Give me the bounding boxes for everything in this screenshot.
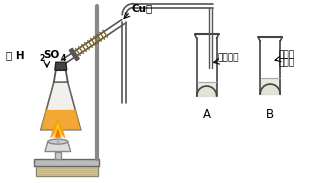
FancyBboxPatch shape: [34, 159, 99, 166]
Text: 浓 H: 浓 H: [6, 50, 25, 60]
Text: 品红溶液: 品红溶液: [217, 54, 239, 63]
Polygon shape: [56, 130, 60, 138]
Polygon shape: [45, 142, 71, 152]
FancyBboxPatch shape: [55, 152, 61, 159]
Polygon shape: [41, 82, 81, 130]
FancyBboxPatch shape: [36, 166, 97, 176]
Polygon shape: [54, 124, 62, 138]
Polygon shape: [55, 62, 67, 70]
Text: B: B: [266, 108, 274, 121]
Polygon shape: [41, 110, 81, 130]
Polygon shape: [51, 118, 65, 138]
Ellipse shape: [48, 139, 68, 144]
Text: A: A: [203, 108, 211, 121]
Text: Cu丝: Cu丝: [131, 4, 153, 14]
Text: SO: SO: [43, 50, 59, 60]
Text: 紫色石: 紫色石: [278, 51, 294, 60]
Text: 蕊试液: 蕊试液: [278, 59, 294, 68]
Text: 2: 2: [39, 54, 44, 63]
Text: 4: 4: [61, 54, 66, 63]
